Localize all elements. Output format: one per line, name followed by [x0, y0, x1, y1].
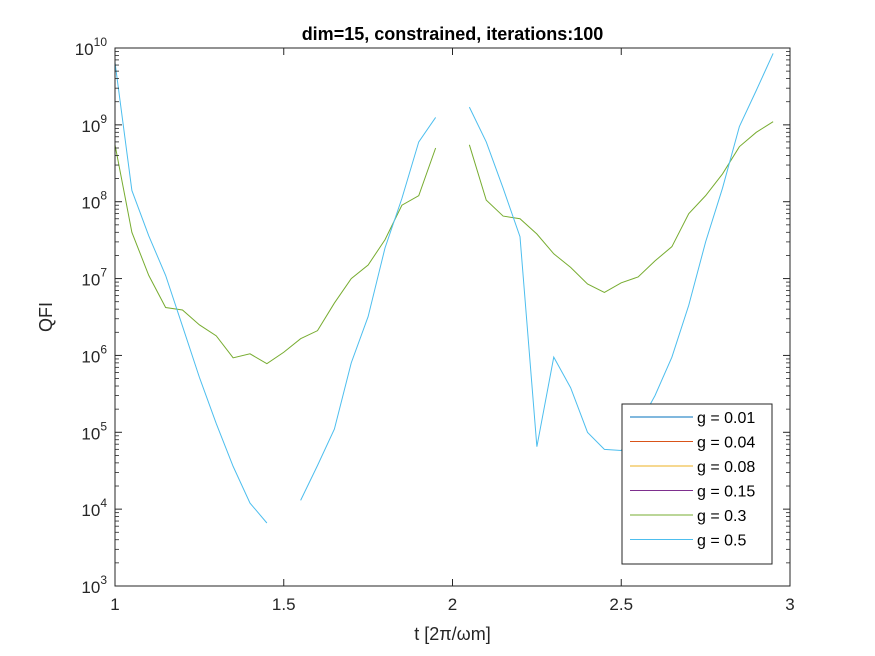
- legend-label: g = 0.08: [697, 459, 755, 476]
- y-tick-label: 105: [81, 419, 107, 443]
- legend-label: g = 0.04: [697, 435, 755, 452]
- x-tick-label: 2.5: [609, 595, 633, 614]
- y-tick-label: 104: [81, 496, 107, 520]
- series-line-4-segment-1: [468, 121, 774, 294]
- series-layer: [114, 53, 774, 524]
- y-tick-label: 108: [81, 189, 107, 213]
- series-line-5-segment-2: [468, 53, 774, 451]
- legend: g = 0.01 g = 0.04 g = 0.08 g = 0.15 g = 0.3 g…: [621, 403, 773, 565]
- y-tick-label: 106: [81, 342, 107, 366]
- x-axis-label: t [2π/ωm]: [414, 624, 490, 644]
- y-axis-label: QFI: [36, 302, 56, 332]
- legend-label: g = 0.15: [697, 484, 755, 501]
- x-tick-label: 2: [448, 595, 457, 614]
- legend-label: g = 0.5: [697, 533, 746, 550]
- legend-box: [621, 403, 773, 565]
- chart-title: dim=15, constrained, iterations:100: [302, 24, 604, 44]
- y-tick-label: 1010: [75, 35, 108, 59]
- legend-label: g = 0.01: [697, 410, 755, 427]
- y-tick-label: 109: [81, 112, 107, 136]
- y-tick-label: 107: [81, 266, 107, 290]
- x-tick-label: 1: [110, 595, 119, 614]
- legend-label: g = 0.3: [697, 508, 746, 525]
- ticks-layer: 1 1.5 2 2.5 3 103 104 105 106 107 108 109 1010: [75, 35, 795, 614]
- series-line-4-segment-0: [114, 144, 437, 365]
- legend-entries: g = 0.01 g = 0.04 g = 0.08 g = 0.15 g = 0.3 g…: [630, 410, 755, 550]
- x-tick-label: 3: [785, 595, 794, 614]
- x-tick-label: 1.5: [272, 595, 296, 614]
- series-line-5-segment-1: [300, 117, 437, 501]
- y-tick-label: 103: [81, 573, 107, 597]
- series-line-5-segment-0: [114, 62, 268, 524]
